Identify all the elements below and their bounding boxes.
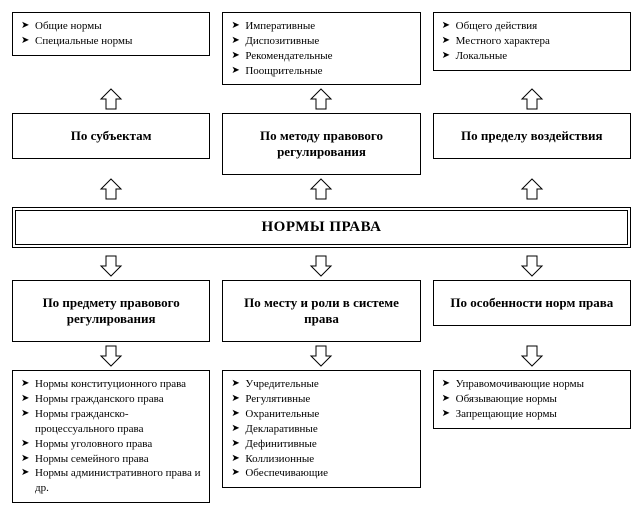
list-item: Нормы административного права и др. <box>21 466 201 496</box>
list-item: Нормы гражданско-процессуального права <box>21 407 201 437</box>
arrow-down-icon <box>97 344 125 368</box>
arrow-down-icon <box>518 254 546 278</box>
arrow-up-icon <box>307 177 335 201</box>
arrow-down-icon <box>97 254 125 278</box>
arrow-up-icon <box>518 87 546 111</box>
list-item: Коллизионные <box>231 452 411 467</box>
arrow-up-icon <box>307 87 335 111</box>
top-col-1: Императивные Диспозитивные Рекомендатель… <box>222 12 420 85</box>
category-box: По методу правового регулирования <box>222 113 420 175</box>
list-item: Обязывающие нормы <box>442 392 622 407</box>
list-item: Специальные нормы <box>21 34 201 49</box>
category-box: По месту и роли в системе права <box>222 280 420 342</box>
top-list-box: Общие нормы Специальные нормы <box>12 12 210 56</box>
arrow-up-icon <box>97 177 125 201</box>
top-arrows-2 <box>12 175 631 203</box>
bottom-list-2: Управомочивающие нормы Обязывающие нормы… <box>442 377 622 422</box>
list-item: Локальные <box>442 49 622 64</box>
bottom-categories-row: По предмету правового регулирования По м… <box>12 280 631 342</box>
list-item: Дефинитивные <box>231 437 411 452</box>
list-item: Общие нормы <box>21 19 201 34</box>
bottom-arrows-2 <box>12 342 631 370</box>
category-box: По субъектам <box>12 113 210 159</box>
bottom-list-box: Управомочивающие нормы Обязывающие нормы… <box>433 370 631 429</box>
bottom-lists-row: Нормы конституционного права Нормы гражд… <box>12 370 631 503</box>
list-item: Местного характера <box>442 34 622 49</box>
category-box: По пределу воздействия <box>433 113 631 159</box>
list-item: Нормы конституционного права <box>21 377 201 392</box>
arrow-down-icon <box>307 254 335 278</box>
center-title: НОРМЫ ПРАВА <box>12 207 631 248</box>
category-box: По особенности норм права <box>433 280 631 326</box>
top-categories-row: По субъектам По методу правового регулир… <box>12 113 631 175</box>
bottom-list-0: Нормы конституционного права Нормы гражд… <box>21 377 201 496</box>
list-item: Нормы семейного права <box>21 452 201 467</box>
bottom-list-box: Нормы конституционного права Нормы гражд… <box>12 370 210 503</box>
arrow-down-icon <box>518 344 546 368</box>
list-item: Поощрительные <box>231 64 411 79</box>
top-list-0: Общие нормы Специальные нормы <box>21 19 201 49</box>
category-box: По предмету правового регулирования <box>12 280 210 342</box>
list-item: Нормы уголовного права <box>21 437 201 452</box>
bottom-list-box: Учредительные Регулятивные Охранительные… <box>222 370 420 488</box>
bottom-list-1: Учредительные Регулятивные Охранительные… <box>231 377 411 481</box>
top-lists-row: Общие нормы Специальные нормы Императивн… <box>12 12 631 85</box>
list-item: Обеспечивающие <box>231 466 411 481</box>
arrow-down-icon <box>307 344 335 368</box>
list-item: Рекомендательные <box>231 49 411 64</box>
list-item: Нормы гражданского права <box>21 392 201 407</box>
bottom-arrows-1 <box>12 252 631 280</box>
top-col-0: Общие нормы Специальные нормы <box>12 12 210 85</box>
top-list-box: Императивные Диспозитивные Рекомендатель… <box>222 12 420 85</box>
list-item: Управомочивающие нормы <box>442 377 622 392</box>
list-item: Запрещающие нормы <box>442 407 622 422</box>
list-item: Регулятивные <box>231 392 411 407</box>
arrow-up-icon <box>518 177 546 201</box>
list-item: Учредительные <box>231 377 411 392</box>
list-item: Диспозитивные <box>231 34 411 49</box>
top-arrows-1 <box>12 85 631 113</box>
list-item: Императивные <box>231 19 411 34</box>
top-list-box: Общего действия Местного характера Локал… <box>433 12 631 71</box>
arrow-up-icon <box>97 87 125 111</box>
top-list-2: Общего действия Местного характера Локал… <box>442 19 622 64</box>
list-item: Декларативные <box>231 422 411 437</box>
list-item: Общего действия <box>442 19 622 34</box>
top-col-2: Общего действия Местного характера Локал… <box>433 12 631 85</box>
top-list-1: Императивные Диспозитивные Рекомендатель… <box>231 19 411 78</box>
list-item: Охранительные <box>231 407 411 422</box>
